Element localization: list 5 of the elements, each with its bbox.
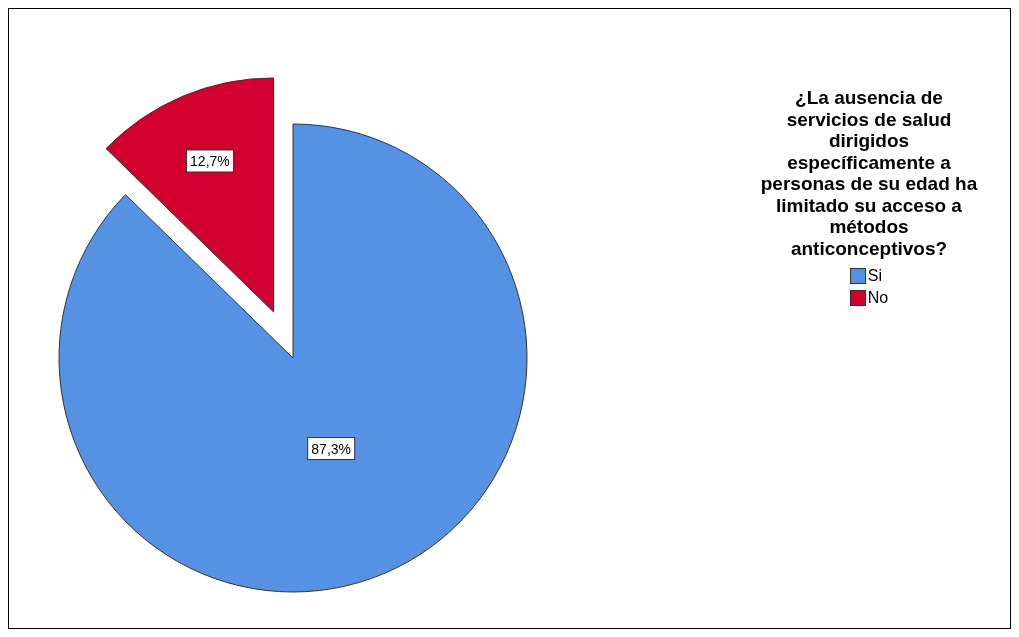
legend-label: Si <box>867 267 882 285</box>
legend-title: ¿La ausencia de servicios de salud dirigidos específicamente a personas de su edad ha limitado su acceso a métodos anticonceptivos? <box>759 87 979 259</box>
data-label: 12,7% <box>190 152 230 169</box>
legend-label: No <box>867 289 889 307</box>
data-label: 87,3% <box>311 440 352 457</box>
